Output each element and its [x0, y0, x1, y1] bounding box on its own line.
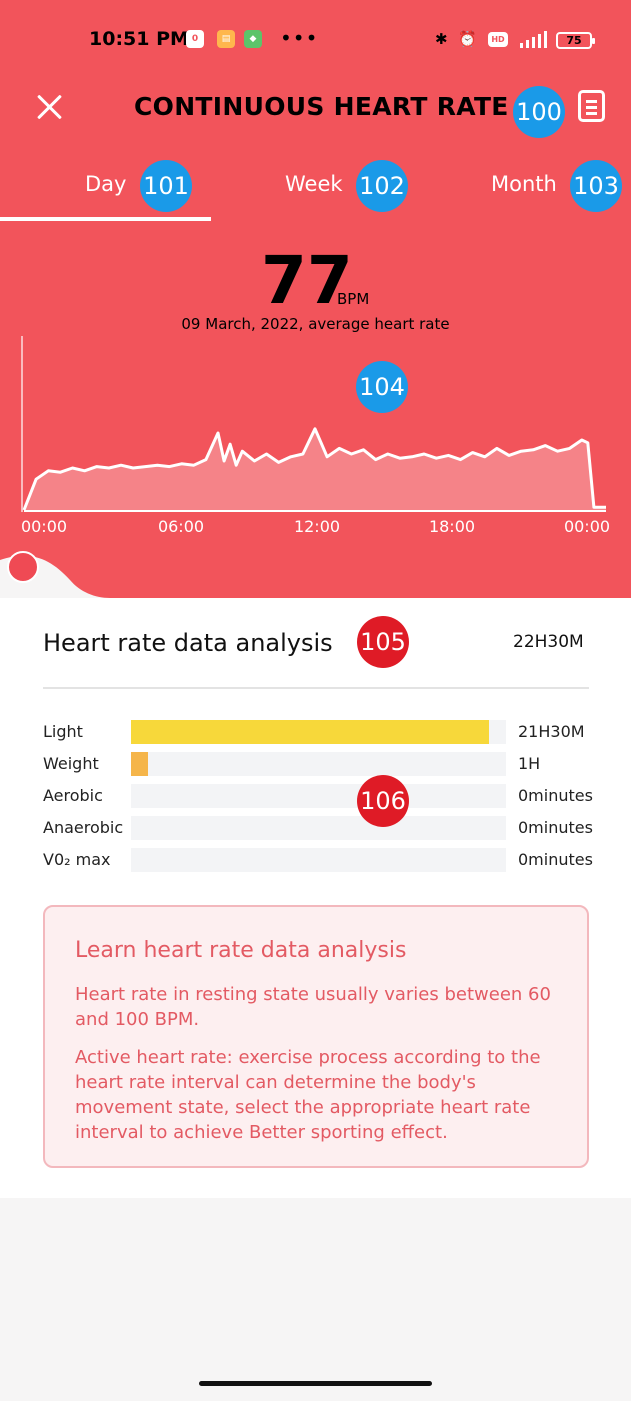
zone-value: 1H — [518, 754, 541, 773]
zone-row-anaerobic: Anaerobic 0minutes — [0, 816, 631, 842]
zone-value: 21H30M — [518, 722, 585, 741]
x-tick-label: 18:00 — [428, 517, 476, 536]
chart-line — [22, 427, 606, 511]
home-indicator[interactable] — [199, 1381, 432, 1386]
x-tick-label: 06:00 — [157, 517, 205, 536]
divider — [43, 687, 589, 689]
zone-label: Aerobic — [43, 786, 103, 805]
document-icon[interactable] — [578, 90, 605, 122]
average-caption: 09 March, 2022, average heart rate — [181, 315, 450, 333]
zone-bar — [131, 720, 506, 744]
tab-month[interactable]: Month — [491, 172, 557, 196]
x-tick-label: 00:00 — [20, 517, 68, 536]
alarm-icon: ⏰ — [458, 30, 477, 48]
tab-day[interactable]: Day — [85, 172, 127, 196]
annotation-badge: 103 — [570, 160, 622, 212]
bluetooth-icon: ✱ — [435, 30, 448, 48]
info-paragraph: Active heart rate: exercise process acco… — [75, 1047, 541, 1143]
annotation-badge: 104 — [356, 361, 408, 413]
average-heart-rate: 77 — [261, 242, 353, 319]
status-time: 10:51 PM — [89, 28, 189, 50]
zone-row-aerobic: Aerobic 0minutes — [0, 784, 631, 810]
zone-row-vo2max: V0₂ max 0minutes — [0, 848, 631, 874]
hd-icon: HD — [488, 32, 508, 47]
app-notification-icon: 0 — [186, 30, 204, 48]
heart-rate-unit: BPM — [337, 290, 370, 308]
zone-value: 0minutes — [518, 818, 593, 837]
zone-label: Light — [43, 722, 83, 741]
signal-icon — [518, 30, 550, 48]
analysis-total: 22H30M — [513, 632, 584, 652]
zone-label: Anaerobic — [43, 818, 124, 837]
annotation-badge: 101 — [140, 160, 192, 212]
time-scrubber-handle[interactable] — [7, 551, 39, 583]
more-notifications-icon: ••• — [280, 26, 319, 50]
zone-label: V0₂ max — [43, 850, 111, 869]
zone-bar — [131, 848, 506, 872]
app-notification-icon: ▤ — [217, 30, 235, 48]
zone-row-light: Light 21H30M — [0, 720, 631, 746]
info-card — [43, 905, 589, 1168]
battery-icon: 75 — [556, 32, 595, 49]
annotation-badge: 106 — [357, 775, 409, 827]
zone-bar-fill — [131, 752, 148, 776]
zone-value: 0minutes — [518, 850, 593, 869]
zone-label: Weight — [43, 754, 99, 773]
zone-value: 0minutes — [518, 786, 593, 805]
zone-bar — [131, 752, 506, 776]
zone-bar — [131, 784, 506, 808]
info-title: Learn heart rate data analysis — [75, 938, 407, 963]
page-title: CONTINUOUS HEART RATE — [134, 92, 509, 121]
x-tick-label: 12:00 — [293, 517, 341, 536]
zone-bar-fill — [131, 720, 490, 744]
info-paragraph: Heart rate in resting state usually vari… — [75, 984, 551, 1030]
annotation-badge: 100 — [513, 86, 565, 138]
analysis-title: Heart rate data analysis — [43, 629, 333, 657]
tab-selected-indicator — [0, 217, 211, 221]
x-tick-label: 00:00 — [563, 517, 611, 536]
close-icon[interactable] — [30, 88, 68, 126]
zone-bar — [131, 816, 506, 840]
tab-week[interactable]: Week — [285, 172, 343, 196]
annotation-badge: 105 — [357, 616, 409, 668]
annotation-badge: 102 — [356, 160, 408, 212]
status-bar: 10:51 PM 0 ▤ ◆ ••• ✱ ⏰ HD 75 — [0, 22, 631, 58]
shield-icon: ◆ — [244, 30, 262, 48]
chart-area — [24, 428, 606, 510]
heart-rate-chart[interactable] — [0, 330, 631, 570]
zone-row-weight: Weight 1H — [0, 752, 631, 778]
